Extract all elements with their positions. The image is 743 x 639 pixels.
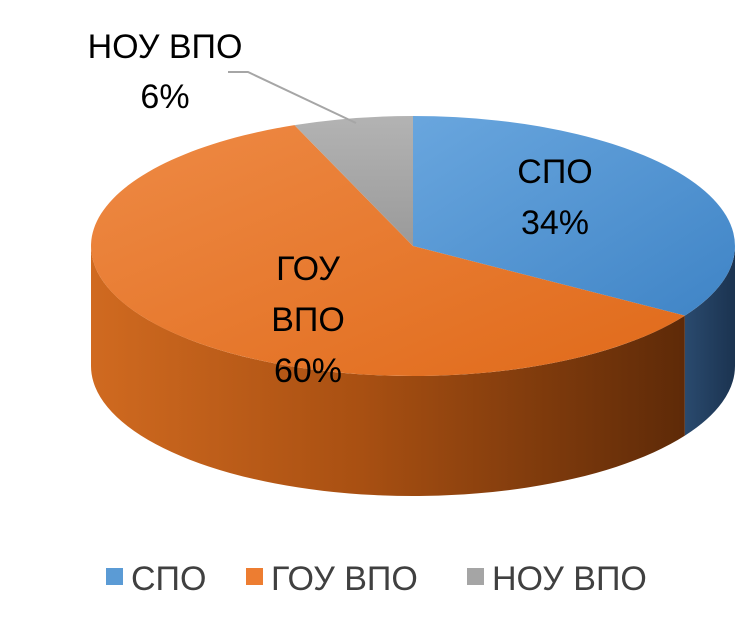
pie-side-spo <box>684 246 736 436</box>
legend-label-noy-vpo: НОУ ВПО <box>492 560 647 598</box>
legend-swatch-goy-vpo <box>246 568 263 585</box>
legend-swatch-spo <box>106 568 123 585</box>
pie-slice-goy-vpo <box>90 125 685 377</box>
legend-label-spo: СПО <box>131 560 206 598</box>
pie-side-goy-vpo <box>91 246 685 497</box>
legend: СПО ГОУ ВПО НОУ ВПО <box>106 560 647 598</box>
data-label-goy-line1: ГОУ <box>276 250 340 288</box>
data-label-goy-pct: 60% <box>274 352 342 390</box>
data-label-goy-line2: ВПО <box>271 301 345 339</box>
data-label-noy-pct: 6% <box>140 78 189 116</box>
legend-label-goy-vpo: ГОУ ВПО <box>271 560 418 598</box>
data-label-spo-pct: 34% <box>521 204 589 242</box>
data-label-spo-name: СПО <box>517 153 592 191</box>
leader-line-noy-vpo <box>228 71 357 124</box>
legend-swatch-noy-vpo <box>467 568 484 585</box>
pie-slice-noy-vpo <box>294 116 413 246</box>
data-label-noy-name: НОУ ВПО <box>88 28 243 66</box>
pie-slice-spo <box>413 116 736 316</box>
